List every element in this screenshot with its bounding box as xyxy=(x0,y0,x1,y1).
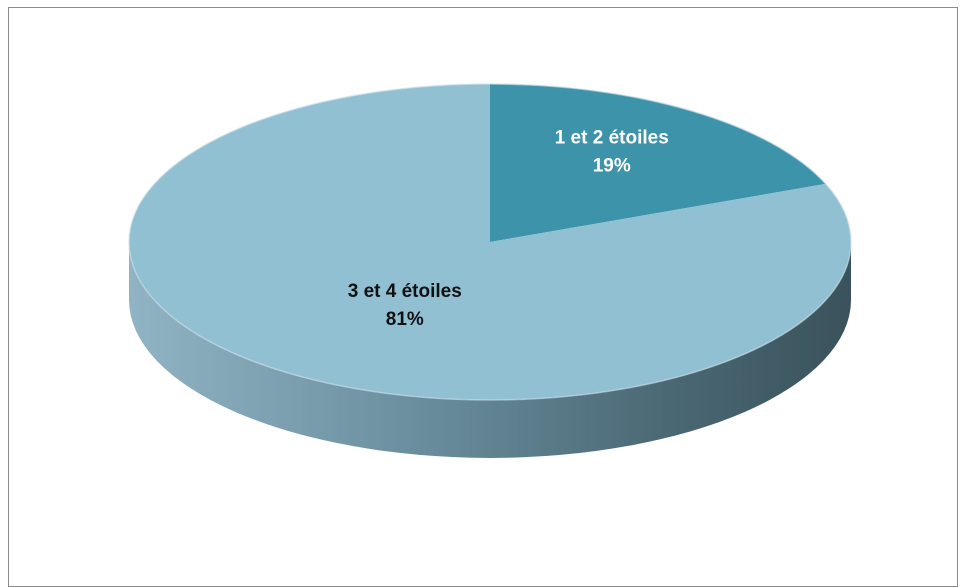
pie-labels: 1 et 2 étoiles 19% 3 et 4 étoiles 81% xyxy=(348,128,669,330)
pie-slice-2-value-label: 81% xyxy=(386,309,424,330)
pie-slice-1-category-label: 1 et 2 étoiles xyxy=(555,128,669,149)
pie-slice-1-value-label: 19% xyxy=(593,156,631,177)
pie-slice-2-category-label: 3 et 4 étoiles xyxy=(348,281,462,302)
pie-top-rim xyxy=(128,83,852,401)
pie-side-wall xyxy=(129,242,851,458)
pie-slice-1 xyxy=(490,84,826,242)
pie-top xyxy=(128,83,852,401)
pie-side xyxy=(129,242,851,458)
pie-slice-2 xyxy=(128,84,851,400)
